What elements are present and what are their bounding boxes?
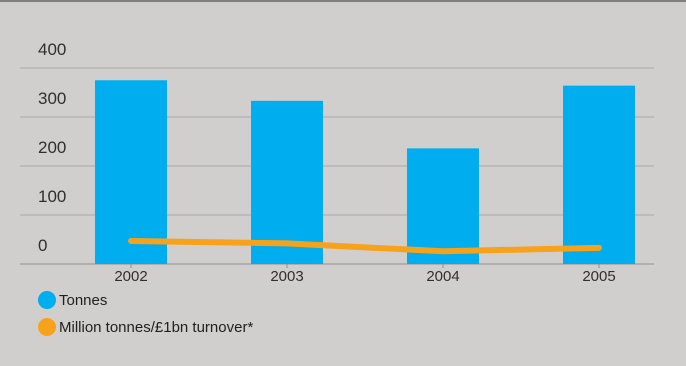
x-tick-label-2004: 2004 <box>426 268 459 285</box>
x-tick-label-2005: 2005 <box>582 268 615 285</box>
series-line-million-tonnes <box>131 241 599 251</box>
y-tick-label-100: 100 <box>38 187 66 206</box>
x-tick-label-2002: 2002 <box>114 268 147 285</box>
legend-label-million-tonnes: Million tonnes/£1bn turnover* <box>59 319 253 336</box>
legend-swatch-million-tonnes <box>38 318 56 336</box>
y-tick-label-400: 400 <box>38 40 66 59</box>
legend-swatch-tonnes <box>38 291 56 309</box>
bar-2003 <box>251 101 323 264</box>
x-tick-label-2003: 2003 <box>270 268 303 285</box>
bar-2004 <box>407 148 479 264</box>
bar-2002 <box>95 80 167 264</box>
bar-2005 <box>563 86 635 264</box>
y-tick-label-0: 0 <box>38 236 47 255</box>
legend-label-tonnes: Tonnes <box>59 292 107 309</box>
y-tick-label-200: 200 <box>38 138 66 157</box>
y-tick-label-300: 300 <box>38 89 66 108</box>
